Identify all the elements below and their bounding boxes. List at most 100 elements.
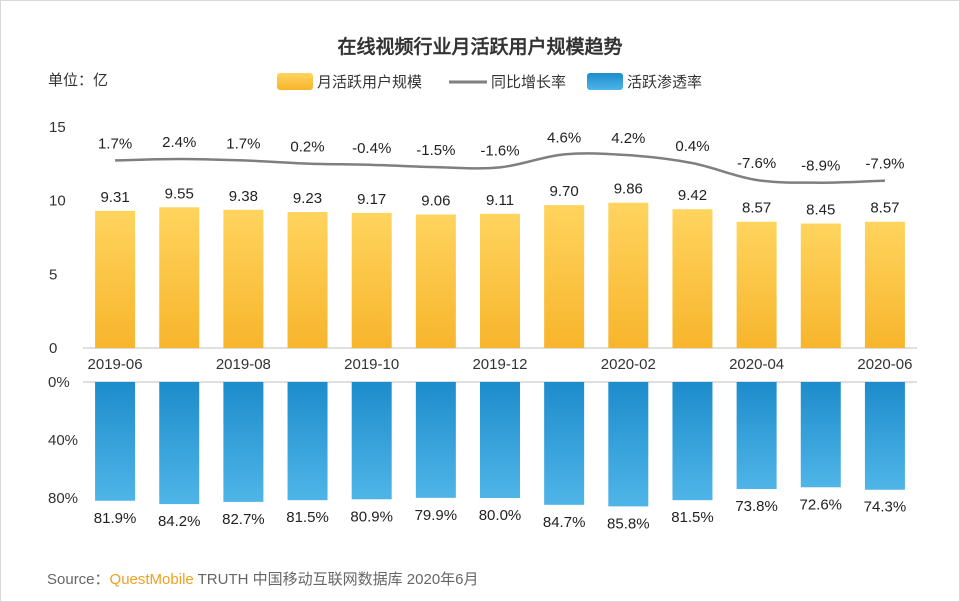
legend-label-mau: 月活跃用户规模: [317, 74, 422, 91]
penetration-value-label: 85.8%: [607, 515, 650, 532]
growth-value-label: 1.7%: [98, 135, 132, 152]
bottom-y-tick-label: 80%: [48, 490, 78, 507]
mau-value-label: 9.55: [165, 185, 194, 202]
penetration-value-label: 74.3%: [864, 499, 907, 516]
mau-bar: [864, 221, 905, 348]
unit-label: 单位：亿: [48, 72, 108, 89]
penetration-value-label: 79.9%: [415, 507, 458, 524]
growth-line: [115, 152, 885, 184]
penetration-value-label: 80.0%: [479, 507, 522, 524]
penetration-value-label: 72.6%: [799, 496, 842, 513]
mau-bar: [544, 205, 585, 348]
x-tick-label-bg: [846, 352, 923, 374]
penetration-bar: [672, 382, 713, 501]
penetration-value-label: 73.8%: [735, 498, 778, 515]
penetration-value-label: 81.5%: [671, 509, 714, 526]
penetration-bar: [800, 382, 841, 488]
mau-bar: [800, 223, 841, 348]
mau-value-label: 9.42: [678, 187, 707, 204]
x-tick-label: 2019-12: [472, 356, 527, 373]
bottom-y-tick-label: 40%: [48, 432, 78, 449]
penetration-bar: [415, 382, 456, 498]
penetration-value-label: 84.7%: [543, 514, 586, 531]
mau-bar: [415, 214, 456, 348]
growth-value-label: 4.6%: [547, 129, 581, 146]
chart-title: 在线视频行业月活跃用户规模趋势: [337, 35, 622, 58]
x-tick-label: 2020-02: [601, 356, 656, 373]
growth-value-label: 0.2%: [290, 139, 324, 156]
mau-bar: [608, 202, 649, 348]
mau-value-label: 9.31: [100, 189, 129, 206]
mau-value-label: 9.11: [486, 192, 514, 209]
growth-value-label: 0.4%: [675, 138, 709, 155]
penetration-bar: [95, 382, 136, 501]
growth-value-label: -0.4%: [352, 140, 391, 157]
growth-value-label: 2.4%: [162, 134, 196, 151]
source-brand: QuestMobile: [109, 571, 194, 588]
mau-value-label: 8.57: [870, 200, 899, 217]
top-y-tick-label: 0: [49, 340, 57, 357]
mau-value-label: 9.17: [357, 191, 386, 208]
mau-bar: [480, 213, 520, 348]
bottom-y-tick-label: 0%: [48, 374, 70, 391]
penetration-value-label: 81.9%: [94, 510, 137, 527]
x-tick-label-bg: [77, 352, 154, 374]
x-tick-label-bg: [590, 352, 667, 374]
legend-swatch-penetration: [587, 73, 623, 90]
growth-value-label: -7.9%: [865, 156, 904, 173]
growth-value-label: -7.6%: [737, 155, 776, 172]
penetration-bar: [351, 382, 392, 500]
x-tick-label: 2019-08: [216, 356, 271, 373]
mau-bar: [736, 221, 777, 348]
penetration-bar: [864, 382, 905, 490]
mau-bar: [223, 209, 264, 348]
penetration-value-label: 80.9%: [350, 508, 393, 525]
mau-value-label: 8.45: [806, 202, 835, 219]
penetration-bar: [544, 382, 585, 505]
source-note: Source：QuestMobile TRUTH 中国移动互联网数据库 2020…: [47, 568, 479, 589]
x-tick-label-bg: [462, 352, 538, 374]
growth-value-label: 1.7%: [226, 135, 260, 152]
penetration-bar: [480, 382, 520, 498]
top-y-tick-label: 15: [49, 119, 66, 136]
legend-label-growth: 同比增长率: [491, 74, 566, 91]
mau-value-label: 9.06: [421, 193, 450, 210]
legend-swatch-mau: [277, 73, 313, 90]
x-tick-label-bg: [718, 352, 795, 374]
x-tick-label: 2019-06: [88, 356, 143, 373]
growth-value-label: 4.2%: [611, 130, 645, 147]
penetration-value-label: 84.2%: [158, 513, 201, 530]
mau-bar: [95, 210, 136, 348]
top-y-tick-label: 5: [49, 266, 57, 283]
mau-value-label: 8.57: [742, 200, 771, 217]
mau-value-label: 9.23: [293, 190, 322, 207]
x-tick-label: 2020-06: [857, 356, 912, 373]
mau-value-label: 9.38: [229, 188, 258, 205]
x-tick-label: 2019-10: [344, 356, 399, 373]
penetration-bar: [223, 382, 264, 502]
growth-value-label: -8.9%: [801, 158, 840, 175]
growth-value-label: -1.6%: [480, 142, 519, 159]
penetration-bar: [159, 382, 200, 505]
x-tick-label-bg: [205, 352, 282, 374]
mau-bar: [672, 209, 713, 348]
mau-value-label: 9.86: [614, 181, 643, 198]
mau-value-label: 9.70: [550, 183, 579, 200]
mau-bar: [287, 212, 328, 348]
penetration-bar: [287, 382, 328, 501]
penetration-bar: [736, 382, 777, 490]
top-y-tick-label: 10: [49, 193, 66, 210]
penetration-value-label: 82.7%: [222, 511, 265, 528]
mau-bar: [351, 212, 392, 348]
penetration-value-label: 81.5%: [286, 509, 329, 526]
penetration-bar: [608, 382, 649, 507]
x-tick-label-bg: [333, 352, 410, 374]
growth-value-label: -1.5%: [416, 142, 455, 159]
x-tick-label: 2020-04: [729, 356, 784, 373]
legend: 月活跃用户规模 同比增长率 活跃渗透率: [277, 73, 702, 91]
source-suffix: TRUTH 中国移动互联网数据库 2020年6月: [193, 571, 479, 588]
source-prefix: Source：: [47, 571, 110, 588]
mau-bar: [159, 207, 200, 348]
